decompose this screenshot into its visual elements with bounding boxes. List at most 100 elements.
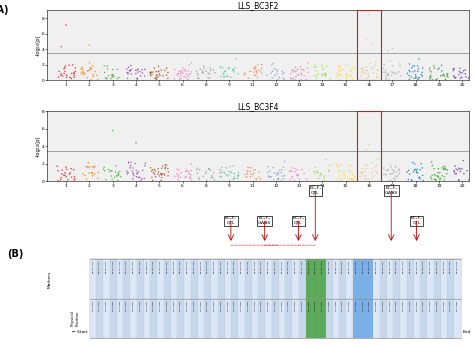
Point [286, 177, 294, 183]
Point [100, 164, 108, 170]
Bar [191, 299, 198, 338]
Point [334, 164, 342, 169]
Point [311, 169, 319, 174]
Point [134, 69, 142, 75]
Point [113, 173, 120, 179]
Point [220, 71, 228, 77]
Point [358, 173, 366, 179]
Point [343, 76, 350, 82]
Point [246, 69, 254, 74]
Point [365, 71, 372, 76]
Point [217, 64, 224, 70]
Text: 1444000000: 1444000000 [295, 300, 296, 311]
Point [314, 71, 322, 76]
Bar [292, 299, 299, 338]
Point [444, 167, 451, 173]
Point [155, 64, 162, 69]
Point [301, 73, 308, 79]
Text: Aak-34996000: Aak-34996000 [247, 260, 249, 273]
Point [57, 177, 64, 182]
Point [174, 71, 182, 76]
Bar [414, 259, 420, 299]
Point [180, 67, 188, 73]
Point [426, 76, 434, 82]
Point [241, 172, 249, 177]
Point [461, 67, 469, 73]
Point [462, 74, 470, 80]
Point [81, 71, 89, 77]
Point [295, 72, 302, 78]
Point [368, 170, 376, 176]
Point [383, 167, 391, 173]
Point [171, 67, 179, 72]
Point [411, 166, 419, 172]
Bar [326, 299, 333, 338]
Point [387, 171, 395, 177]
Text: Aak-34780000: Aak-34780000 [126, 260, 128, 273]
Point [70, 70, 78, 76]
Point [426, 67, 433, 73]
Bar [218, 259, 225, 299]
Bar [117, 299, 123, 338]
Bar [400, 299, 407, 338]
Point [210, 67, 217, 73]
Point [435, 166, 442, 171]
Bar [252, 259, 258, 299]
Point [129, 170, 137, 176]
Text: Aak-35236000: Aak-35236000 [383, 260, 384, 273]
Point [159, 163, 166, 169]
Bar [427, 299, 434, 338]
Point [311, 171, 319, 177]
Point [384, 48, 392, 53]
Point [114, 177, 121, 183]
Point [336, 169, 344, 174]
Point [129, 176, 137, 182]
Point [292, 69, 300, 74]
Point [336, 63, 344, 69]
Point [188, 178, 195, 183]
Point [392, 170, 400, 175]
Point [426, 74, 434, 79]
Point [286, 169, 294, 174]
Point [430, 63, 438, 69]
Point [437, 73, 445, 79]
Point [258, 70, 265, 76]
Point [226, 178, 234, 183]
Point [450, 74, 458, 80]
Bar [90, 259, 96, 299]
Bar [204, 299, 211, 338]
Point [434, 170, 442, 175]
Point [273, 173, 281, 178]
Text: 1309600000: 1309600000 [106, 300, 107, 311]
Point [365, 74, 373, 80]
Point [123, 70, 131, 75]
Point [177, 76, 185, 81]
Point [155, 170, 163, 175]
Text: Aak-34720000: Aak-34720000 [92, 260, 93, 273]
Point [207, 68, 215, 73]
Bar [164, 259, 171, 299]
Point [387, 58, 394, 63]
Point [389, 63, 397, 69]
Point [415, 66, 422, 72]
Bar [339, 259, 346, 299]
Bar [373, 299, 380, 338]
Point [349, 66, 356, 71]
Point [381, 69, 389, 75]
Point [255, 174, 263, 180]
Point [281, 173, 288, 178]
Point [158, 165, 165, 171]
Bar [123, 259, 130, 299]
Bar [454, 259, 461, 299]
Point [258, 65, 265, 71]
Bar [137, 259, 144, 299]
Point [125, 65, 132, 70]
Bar [123, 299, 130, 338]
Point [116, 169, 123, 174]
Point [392, 173, 400, 179]
Point [264, 170, 272, 175]
Point [132, 71, 140, 76]
Point [396, 169, 403, 174]
Point [250, 171, 258, 176]
Point [221, 170, 228, 176]
